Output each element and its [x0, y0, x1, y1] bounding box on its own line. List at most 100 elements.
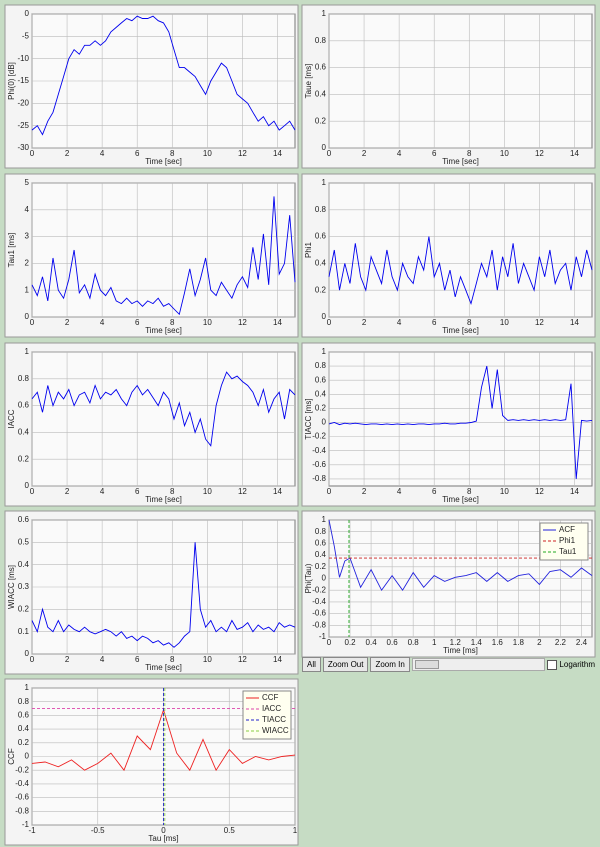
y-tick-label: -25 — [17, 121, 29, 130]
data-line — [328, 519, 593, 592]
y-tick-label: 0.4 — [18, 428, 30, 437]
scrollbar[interactable] — [411, 658, 546, 671]
x-tick-label: 0 — [327, 318, 332, 327]
y-tick-label: 0.8 — [18, 374, 30, 383]
x-tick-label: 10 — [500, 487, 509, 496]
y-tick-label: 0.3 — [18, 582, 30, 591]
legend-label: Tau1 — [559, 547, 577, 556]
y-tick-label: 0.8 — [315, 361, 327, 370]
y-tick-label: 0.6 — [18, 401, 30, 410]
x-tick-label: 2 — [65, 149, 70, 158]
checkbox-label: Logarithm — [559, 660, 595, 669]
data-line — [328, 236, 593, 306]
plot-area — [328, 13, 593, 149]
x-tick-label: 4 — [100, 149, 105, 158]
legend-label: TIACC — [262, 715, 286, 724]
x-tick-label: -1 — [28, 826, 36, 835]
y-tick-label: -0.6 — [312, 460, 326, 469]
data-line — [31, 542, 296, 648]
y-tick-label: 0.4 — [315, 550, 327, 559]
x-tick-label: 0.6 — [387, 638, 399, 647]
y-tick-label: 1 — [25, 683, 30, 692]
x-tick-label: 12 — [535, 149, 544, 158]
x-tick-label: 1.6 — [492, 638, 504, 647]
y-axis-label: Phi(0) [dB] — [7, 62, 16, 100]
x-tick-label: 6 — [135, 149, 140, 158]
y-axis-label: Taue [ms] — [304, 64, 313, 99]
x-tick-label: 1.8 — [513, 638, 525, 647]
x-axis-label: Time [sec] — [145, 663, 182, 672]
y-tick-label: 0.5 — [18, 537, 30, 546]
plot-area — [328, 182, 593, 318]
y-tick-label: 1 — [322, 9, 327, 18]
y-tick-label: 0.6 — [18, 711, 30, 720]
y-tick-label: 1 — [25, 285, 30, 294]
y-tick-label: 0.1 — [18, 627, 30, 636]
data-line — [31, 371, 296, 447]
x-tick-label: 4 — [397, 318, 402, 327]
x-tick-label: 2 — [65, 318, 70, 327]
y-tick-label: 0.4 — [315, 259, 327, 268]
y-tick-label: 0.6 — [315, 375, 327, 384]
x-axis-label: Time [sec] — [145, 326, 182, 335]
button[interactable]: Zoom Out — [322, 657, 369, 672]
y-tick-label: 0.2 — [315, 404, 327, 413]
y-tick-label: 0.2 — [315, 116, 327, 125]
checkbox[interactable] — [547, 659, 558, 670]
x-tick-label: 2.4 — [576, 638, 588, 647]
x-tick-label: 0 — [161, 826, 166, 835]
x-tick-label: 0 — [30, 149, 35, 158]
x-tick-label: 0.2 — [344, 638, 356, 647]
y-tick-label: 0.6 — [315, 232, 327, 241]
data-line — [31, 15, 296, 136]
button[interactable]: Zoom In — [370, 657, 410, 672]
y-axis-label: IACC — [7, 409, 16, 428]
x-axis-label: Time [sec] — [145, 157, 182, 166]
y-axis-label: TIACC [ms] — [304, 398, 313, 439]
x-tick-label: 8 — [170, 318, 175, 327]
x-tick-label: 12 — [238, 318, 247, 327]
toolbar: All Zoom Out Zoom In Logarithm — [302, 657, 595, 672]
data-line — [31, 196, 296, 316]
y-tick-label: -30 — [17, 143, 29, 152]
x-tick-label: 14 — [273, 655, 282, 664]
x-tick-label: 4 — [397, 487, 402, 496]
x-tick-label: 0 — [30, 318, 35, 327]
scroll-thumb[interactable] — [414, 660, 439, 669]
y-tick-label: 5 — [25, 178, 30, 187]
y-tick-label: 0.8 — [18, 697, 30, 706]
y-tick-label: 0.2 — [18, 604, 30, 613]
y-tick-label: 0.2 — [315, 285, 327, 294]
x-tick-label: 2 — [537, 638, 542, 647]
x-tick-label: 8 — [467, 149, 472, 158]
plot-area — [31, 182, 296, 318]
x-tick-label: 0.5 — [224, 826, 236, 835]
x-tick-label: 6 — [135, 487, 140, 496]
x-tick-label: 14 — [273, 487, 282, 496]
x-tick-label: 8 — [467, 318, 472, 327]
x-axis-label: Time [sec] — [442, 157, 479, 166]
x-tick-label: 1 — [293, 826, 298, 835]
y-tick-label: 0 — [25, 752, 30, 761]
x-tick-label: 0 — [30, 655, 35, 664]
y-tick-label: 0.4 — [18, 560, 30, 569]
y-tick-label: 4 — [25, 205, 30, 214]
y-tick-label: 1 — [322, 347, 327, 356]
x-axis-label: Time [ms] — [443, 646, 478, 655]
x-tick-label: 2 — [362, 487, 367, 496]
x-tick-label: 4 — [100, 655, 105, 664]
legend-label: IACC — [262, 704, 281, 713]
y-tick-label: 0 — [25, 649, 30, 658]
y-tick-label: 1 — [322, 515, 327, 524]
button[interactable]: All — [302, 657, 321, 672]
y-tick-label: 0 — [322, 574, 327, 583]
x-tick-label: 1.4 — [471, 638, 483, 647]
x-tick-label: 10 — [203, 318, 212, 327]
x-tick-label: 14 — [273, 149, 282, 158]
x-tick-label: 8 — [467, 487, 472, 496]
y-tick-label: -1 — [22, 820, 30, 829]
y-tick-label: -5 — [22, 31, 30, 40]
legend-label: CCF — [262, 693, 279, 702]
